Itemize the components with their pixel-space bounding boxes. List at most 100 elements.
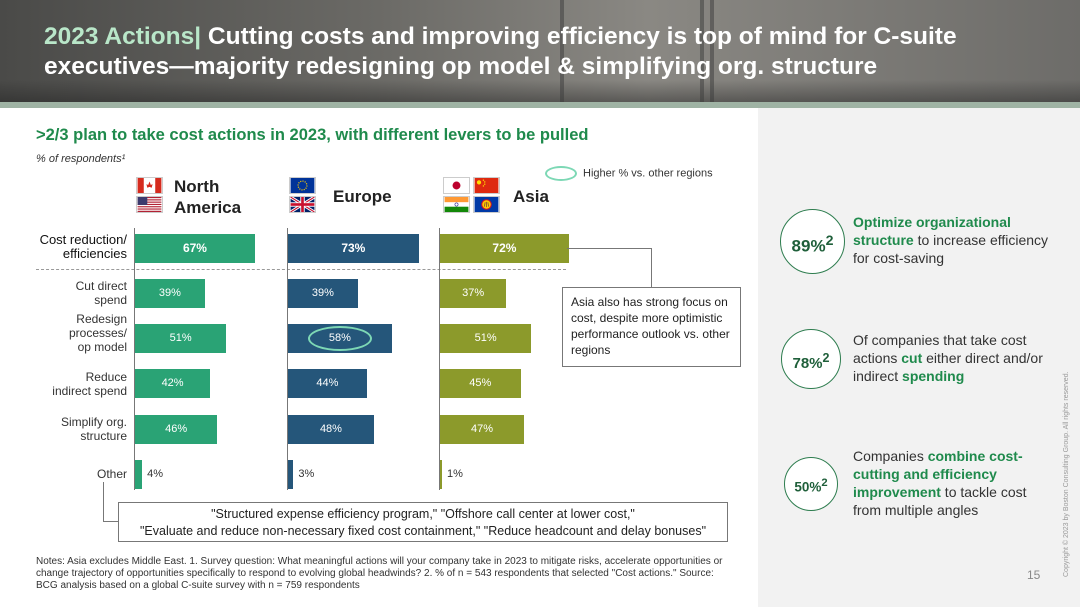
title-accent: 2023 Actions| bbox=[44, 23, 202, 50]
bar bbox=[440, 415, 525, 444]
eu-flag-icon bbox=[289, 177, 316, 194]
region-europe: Europe bbox=[333, 187, 392, 206]
stat-pre: Companies bbox=[853, 448, 928, 464]
chart-subtitle: >2/3 plan to take cost actions in 2023, … bbox=[36, 126, 589, 144]
stat-bold: spending bbox=[902, 368, 965, 384]
data-label: 37% bbox=[462, 287, 485, 299]
page-title: 2023 Actions| Cutting costs and improvin… bbox=[44, 22, 1044, 82]
category-line: indirect spend bbox=[52, 384, 127, 398]
respondents-label: % of respondents¹ bbox=[36, 153, 126, 165]
data-label: 51% bbox=[169, 332, 192, 344]
asean-flag-icon bbox=[473, 196, 500, 213]
category-line: Redesign bbox=[76, 312, 127, 326]
highlight-oval bbox=[307, 326, 372, 351]
category-line: processes/ bbox=[68, 326, 127, 340]
data-label: 44% bbox=[316, 377, 339, 389]
stat-mid: to increase efficiency for cost-saving bbox=[853, 232, 1049, 266]
quote-line: "Structured expense efficiency program,"… bbox=[211, 507, 635, 521]
stat-mid: to tackle cost from multiple angles bbox=[853, 484, 1027, 518]
data-label: 73% bbox=[341, 241, 366, 255]
bar bbox=[288, 369, 367, 398]
copyright: Copyright © 2023 by Boston Consulting Gr… bbox=[1063, 371, 1070, 577]
data-label: 45% bbox=[469, 377, 492, 389]
data-label: 1% bbox=[447, 468, 463, 480]
stat-sup: 2 bbox=[821, 477, 828, 489]
category-label-cost-reduction: Cost reduction/ efficiencies bbox=[40, 233, 127, 261]
asia-callout: Asia also has strong focus on cost, desp… bbox=[562, 287, 741, 367]
stat-bold: combine cost-cutting and efficiency impr… bbox=[853, 448, 1023, 500]
page-number: 15 bbox=[1027, 568, 1041, 582]
stat-circle-3: 50%2 bbox=[784, 457, 838, 511]
category-line: Other bbox=[96, 467, 127, 481]
quote-box: "Structured expense efficiency program,"… bbox=[118, 502, 728, 542]
japan-flag-icon bbox=[443, 177, 470, 194]
legend-label: Higher % vs. other regions bbox=[583, 167, 713, 180]
quote-line: "Evaluate and reduce non-necessary fixed… bbox=[139, 524, 707, 538]
category-label-cut-direct: Cut direct spend bbox=[76, 279, 127, 307]
axis-line bbox=[287, 228, 288, 490]
region-line: North bbox=[174, 177, 220, 196]
banner-strip bbox=[0, 102, 1080, 108]
data-label: 51% bbox=[474, 332, 497, 344]
bar bbox=[440, 234, 569, 263]
stat-circle-1: 89%2 bbox=[780, 209, 845, 274]
bar bbox=[440, 369, 521, 398]
category-label-other: Other bbox=[97, 467, 127, 481]
bar bbox=[135, 234, 255, 263]
stat-sup: 2 bbox=[822, 351, 830, 365]
category-line: spend bbox=[94, 293, 127, 307]
bar bbox=[440, 324, 532, 353]
category-line: Simplify org. bbox=[60, 415, 127, 429]
category-label-reduce-indirect: Reduce indirect spend bbox=[52, 370, 127, 398]
category-line: Cost reduction/ bbox=[39, 232, 127, 247]
data-label: 72% bbox=[492, 241, 517, 255]
bar bbox=[440, 460, 442, 489]
bar bbox=[135, 460, 143, 489]
callout-connector bbox=[567, 248, 652, 287]
data-label: 39% bbox=[158, 287, 181, 299]
stat-bold: cut bbox=[901, 350, 923, 366]
category-line: Reduce bbox=[85, 370, 127, 384]
region-line: America bbox=[174, 198, 242, 217]
quote-connector bbox=[103, 482, 118, 522]
stat-text-2: Of companies that take cost actions cut … bbox=[853, 331, 1053, 385]
stat-pre: Of companies that take cost actions bbox=[853, 332, 1027, 366]
data-label: 39% bbox=[311, 287, 334, 299]
header-banner: 2023 Actions| Cutting costs and improvin… bbox=[0, 0, 1080, 108]
footnotes: Notes: Asia excludes Middle East. 1. Sur… bbox=[36, 556, 723, 591]
bar bbox=[288, 460, 294, 489]
category-label-simplify-org: Simplify org. structure bbox=[61, 415, 127, 443]
category-line: op model bbox=[77, 340, 127, 354]
data-label: 67% bbox=[182, 241, 207, 255]
axis-line bbox=[439, 228, 440, 490]
canada-flag-icon bbox=[136, 177, 163, 194]
bar bbox=[135, 369, 211, 398]
category-line: Cut direct bbox=[75, 279, 127, 293]
data-label: 46% bbox=[165, 423, 188, 435]
category-line: efficiencies bbox=[62, 246, 127, 261]
data-label: 48% bbox=[319, 423, 342, 435]
stat-circle-2: 78%2 bbox=[781, 329, 841, 389]
data-label: 42% bbox=[161, 377, 184, 389]
separator-line bbox=[36, 269, 566, 270]
data-label: 3% bbox=[298, 468, 315, 480]
region-asia: Asia bbox=[513, 187, 549, 206]
bar bbox=[135, 415, 218, 444]
bar bbox=[288, 234, 419, 263]
stat-bold: Optimize organizational structure bbox=[853, 214, 1011, 248]
china-flag-icon bbox=[473, 177, 500, 194]
data-label: 47% bbox=[471, 423, 494, 435]
legend: Higher % vs. other regions bbox=[545, 166, 713, 181]
stat-text-3: Companies combine cost-cutting and effic… bbox=[853, 447, 1053, 519]
data-label: 4% bbox=[147, 468, 164, 480]
stat-value: 78% bbox=[792, 355, 823, 372]
axis-line bbox=[134, 228, 135, 490]
usa-flag-icon bbox=[136, 196, 163, 213]
category-line: structure bbox=[80, 429, 127, 443]
category-label-redesign: Redesign processes/ op model bbox=[69, 312, 127, 354]
bar bbox=[135, 279, 205, 308]
title-text: Cutting costs and improving efficiency i… bbox=[44, 23, 957, 80]
stat-mid: either direct and/or indirect bbox=[853, 350, 1043, 384]
bar bbox=[440, 279, 507, 308]
region-north-america: North America bbox=[174, 176, 241, 218]
